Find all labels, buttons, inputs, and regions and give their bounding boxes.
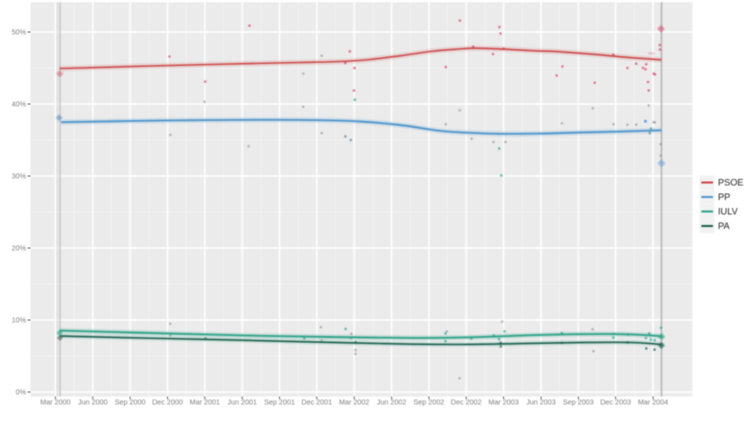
svg-text:50%: 50% xyxy=(12,28,27,37)
svg-text:10%: 10% xyxy=(12,316,27,325)
svg-text:Dec 2002: Dec 2002 xyxy=(451,398,482,407)
svg-text:Sep 2000: Sep 2000 xyxy=(115,398,146,407)
svg-text:Sep 2002: Sep 2002 xyxy=(414,398,445,407)
svg-text:Dec 2003: Dec 2003 xyxy=(600,398,631,407)
svg-text:0%: 0% xyxy=(16,388,27,397)
svg-text:46p: 46p xyxy=(648,51,655,56)
svg-text:Mar 2001: Mar 2001 xyxy=(190,398,220,407)
svg-text:40%: 40% xyxy=(12,100,27,109)
svg-text:Sep 2003: Sep 2003 xyxy=(563,398,594,407)
svg-text:Sep 2001: Sep 2001 xyxy=(264,398,295,407)
svg-text:Jun 2003: Jun 2003 xyxy=(526,398,556,407)
svg-text:Dec 2000: Dec 2000 xyxy=(152,398,183,407)
svg-text:IULV: IULV xyxy=(718,207,739,217)
svg-text:Mar 2000: Mar 2000 xyxy=(40,398,70,407)
svg-text:Mar 2003: Mar 2003 xyxy=(488,398,518,407)
svg-text:20%: 20% xyxy=(12,244,27,253)
svg-text:PA: PA xyxy=(718,221,730,231)
svg-text:Jun 2000: Jun 2000 xyxy=(78,398,108,407)
svg-text:Mar 2002: Mar 2002 xyxy=(339,398,369,407)
svg-text:PSOE: PSOE xyxy=(718,178,744,188)
svg-text:Jun 2001: Jun 2001 xyxy=(227,398,257,407)
svg-text:30%: 30% xyxy=(12,172,27,181)
svg-text:Mar 2004: Mar 2004 xyxy=(638,398,668,407)
svg-text:Jun 2002: Jun 2002 xyxy=(377,398,407,407)
svg-text:PP: PP xyxy=(718,192,730,202)
svg-text:Dec 2001: Dec 2001 xyxy=(301,398,332,407)
